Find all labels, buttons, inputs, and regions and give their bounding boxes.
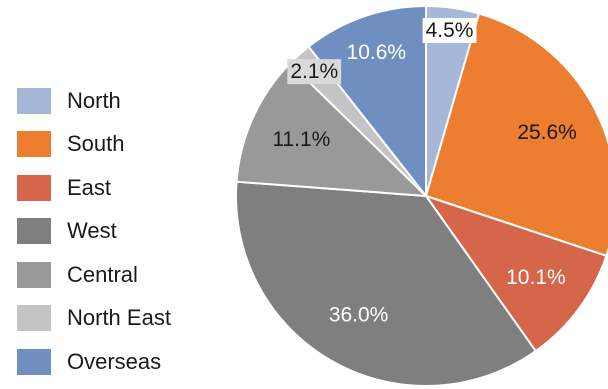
legend-label-south: South — [67, 131, 125, 157]
pie-label-central: 11.1% — [272, 128, 330, 151]
legend-label-east: East — [67, 174, 112, 200]
pie-slice-overseas — [307, 4, 427, 199]
legend-swatch-south — [17, 131, 51, 158]
legend-label-north: North — [67, 87, 121, 113]
pie-label-group-north: 4.5% — [422, 17, 477, 43]
pie-label-north-east: 2.1% — [290, 60, 338, 83]
legend-item-east: East — [17, 166, 171, 210]
pie-label-north: 4.5% — [426, 19, 474, 42]
legend: North South East West Central North East… — [17, 79, 171, 384]
pie-label-group-overseas: 10.6% — [347, 41, 407, 64]
legend-swatch-north-east — [17, 305, 51, 332]
legend-item-north-east: North East — [17, 297, 171, 341]
pie-label-group-north-east: 2.1% — [287, 59, 342, 85]
legend-label-north-east: North East — [67, 305, 171, 331]
pie-slice-south — [424, 12, 608, 258]
legend-label-overseas: Overseas — [67, 348, 162, 374]
legend-label-central: Central — [67, 261, 138, 287]
pie-slice-west — [235, 180, 538, 387]
legend-item-north: North — [17, 79, 171, 123]
pie-label-group-west: 36.0% — [329, 304, 389, 327]
pie-label-overseas: 10.6% — [347, 41, 407, 64]
pie-label-east: 10.1% — [506, 266, 566, 289]
pie-slice-east — [423, 194, 608, 353]
legend-swatch-east — [17, 174, 51, 201]
pie-label-bg-north-east — [287, 59, 342, 85]
legend-label-west: West — [67, 218, 117, 244]
legend-item-west: West — [17, 210, 171, 254]
pie-label-group-south: 25.6% — [517, 121, 577, 144]
legend-item-central: Central — [17, 253, 171, 297]
legend-swatch-central — [17, 261, 51, 288]
pie-label-bg-north — [422, 17, 477, 43]
legend-item-south: South — [17, 123, 171, 167]
pie-label-south: 25.6% — [517, 121, 577, 144]
pie-slice-central — [235, 61, 429, 198]
legend-item-overseas: Overseas — [17, 340, 171, 384]
legend-swatch-overseas — [17, 348, 51, 375]
pie-label-west: 36.0% — [329, 304, 389, 327]
legend-swatch-west — [17, 218, 51, 245]
pie-label-group-east: 10.1% — [506, 266, 566, 289]
pie-label-group-central: 11.1% — [272, 128, 330, 151]
legend-swatch-north — [17, 87, 51, 114]
